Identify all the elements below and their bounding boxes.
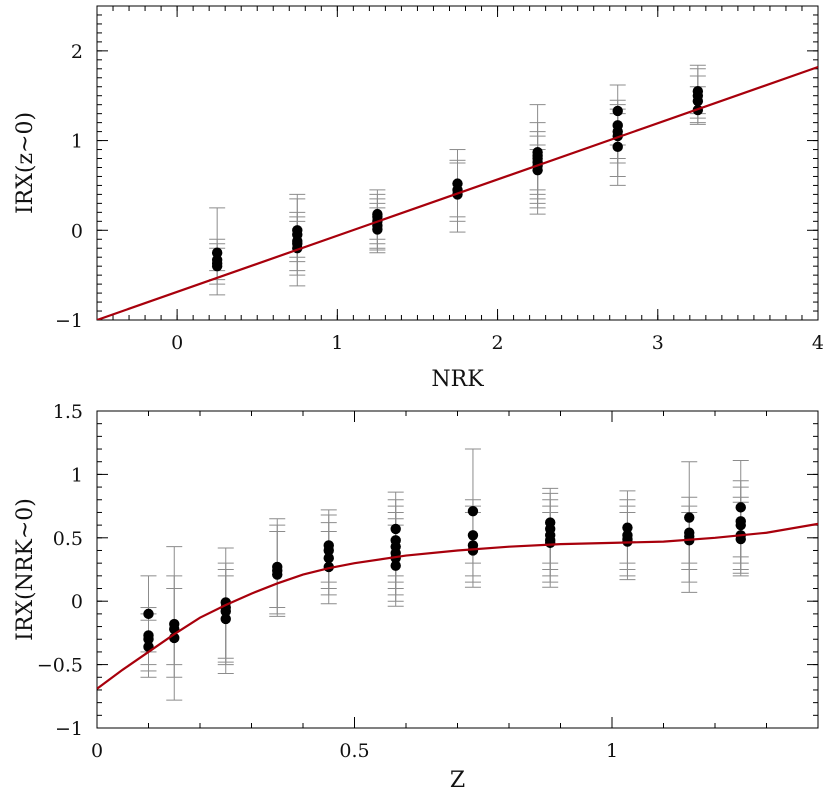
data-layer bbox=[97, 448, 818, 701]
x-tick-label: 0 bbox=[91, 740, 103, 762]
data-point bbox=[323, 552, 334, 564]
y-tick-label: 1 bbox=[71, 464, 83, 486]
x-tick-label: 1 bbox=[606, 740, 618, 762]
x-tick-label: 3 bbox=[652, 332, 664, 354]
data-point bbox=[272, 569, 283, 580]
top-panel-nrk: 0 1 2 3 4 −1 0 1 2 NRK IRX(z~0) bbox=[13, 5, 824, 392]
data-point bbox=[220, 613, 231, 625]
x-tick-label: 1 bbox=[331, 332, 343, 354]
bottom-panel-z: 0 0.5 1 −1 −0.5 0 0.5 1 1.5 Z IRX(NRK~0) bbox=[13, 401, 819, 793]
data-point bbox=[735, 502, 746, 513]
x-tick-label: 2 bbox=[492, 332, 504, 354]
data-layer bbox=[97, 64, 818, 320]
data-point bbox=[735, 519, 746, 531]
x-tick-label: 4 bbox=[812, 332, 824, 354]
data-point bbox=[211, 247, 223, 258]
y-tick-label: −1 bbox=[55, 718, 83, 740]
data-point bbox=[467, 545, 479, 556]
y-axis-title: IRX(NRK~0) bbox=[13, 498, 38, 641]
data-point bbox=[372, 224, 383, 235]
y-tick-label: −1 bbox=[55, 310, 83, 332]
data-point bbox=[390, 523, 401, 535]
data-point bbox=[692, 95, 704, 107]
y-axis-title: IRX(z~0) bbox=[13, 112, 38, 214]
y-tick-label: 1 bbox=[71, 131, 83, 153]
y-tick-label: 2 bbox=[71, 41, 83, 63]
x-axis-title: NRK bbox=[431, 367, 484, 392]
data-point bbox=[467, 505, 479, 517]
y-tick-label: 0 bbox=[71, 591, 83, 613]
data-point bbox=[211, 260, 223, 272]
plot-frame bbox=[96, 410, 819, 729]
data-point bbox=[143, 634, 154, 645]
y-tick-label: 1.5 bbox=[53, 401, 83, 423]
model-fit-line bbox=[97, 522, 818, 690]
x-axis-title: Z bbox=[450, 768, 465, 793]
data-point bbox=[390, 560, 401, 571]
data-point bbox=[532, 164, 543, 176]
data-point bbox=[143, 608, 154, 620]
y-tick-label: 0 bbox=[71, 220, 83, 242]
data-point bbox=[545, 537, 556, 549]
x-tick-label: 0 bbox=[171, 332, 183, 354]
x-tick-label: 0.5 bbox=[339, 740, 369, 762]
data-point bbox=[323, 545, 334, 556]
model-fit-line bbox=[97, 65, 818, 320]
data-point bbox=[612, 105, 623, 117]
plot-frame bbox=[96, 5, 819, 321]
data-point bbox=[220, 606, 231, 617]
y-tick-label: 0.5 bbox=[53, 528, 83, 550]
data-point bbox=[612, 141, 623, 153]
data-point bbox=[622, 522, 633, 533]
data-point bbox=[467, 530, 479, 541]
data-point bbox=[684, 512, 695, 523]
y-tick-label: −0.5 bbox=[37, 655, 83, 677]
